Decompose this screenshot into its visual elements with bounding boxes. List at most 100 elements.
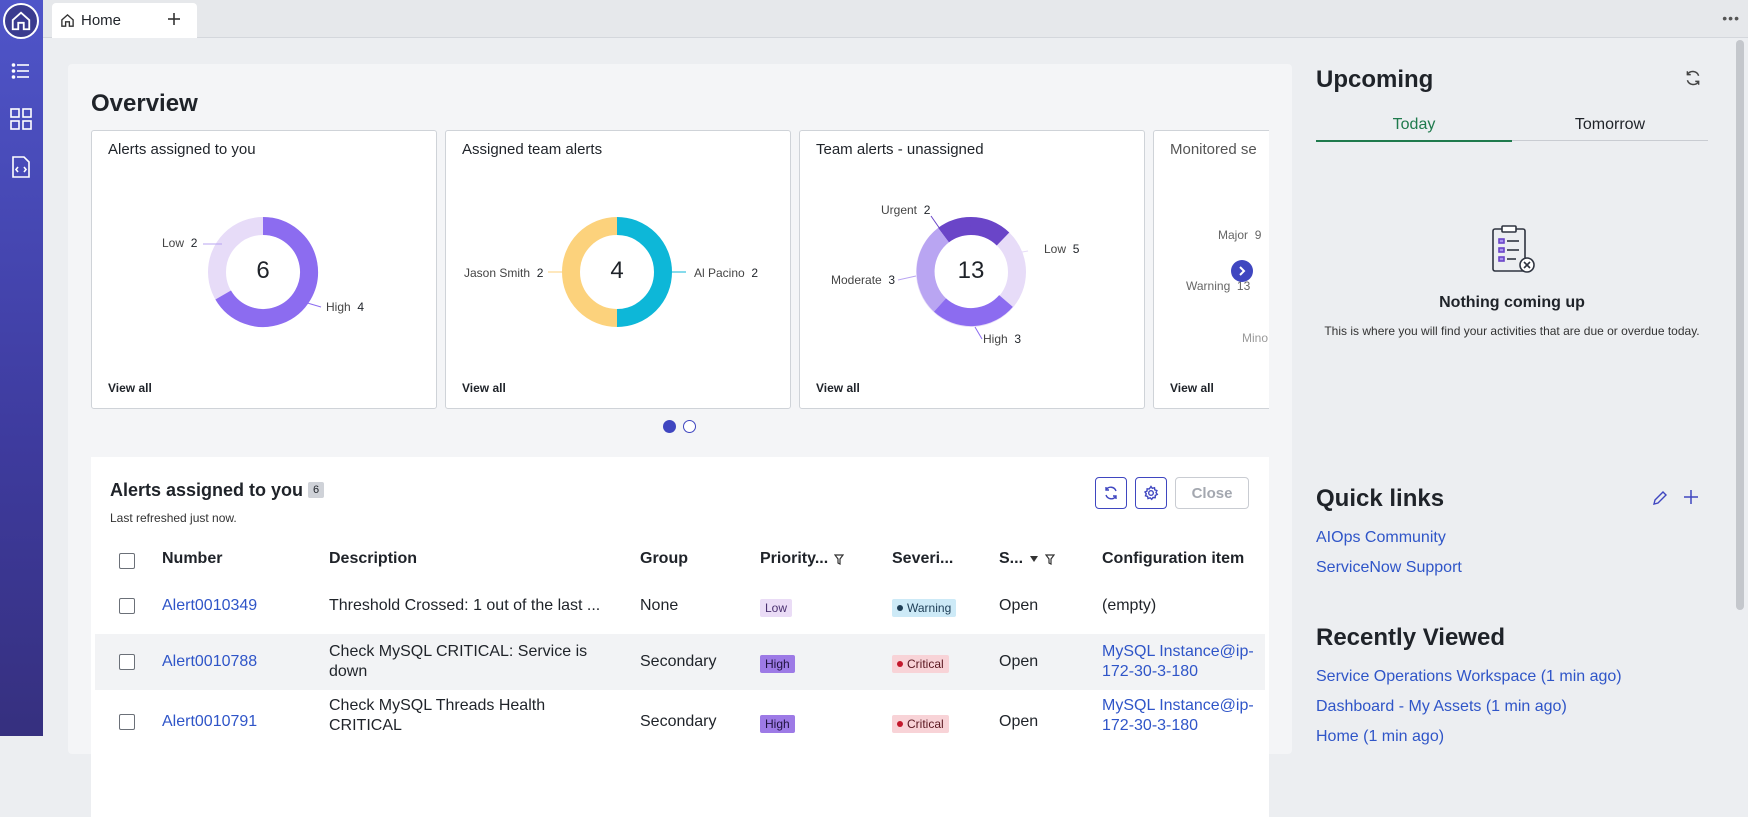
configuration-item: (empty) — [1102, 597, 1157, 614]
alert-description: Check MySQL CRITICAL: Service is down — [329, 643, 588, 680]
view-all-link[interactable]: View all — [462, 381, 506, 395]
quick-link-servicenow-support[interactable]: ServiceNow Support — [1316, 559, 1462, 576]
grid-icon[interactable] — [6, 104, 36, 134]
configuration-item-link[interactable]: MySQL Instance@ip-172-30-3-180 — [1102, 643, 1254, 680]
chevron-right-icon — [1239, 266, 1246, 276]
gear-icon — [1143, 485, 1159, 501]
priority-badge: High — [760, 655, 795, 673]
card-title: Team alerts - unassigned — [816, 141, 984, 158]
column-number[interactable]: Number — [162, 550, 223, 567]
label-major: Major 9 — [1218, 228, 1262, 242]
donut-total: 13 — [957, 257, 985, 284]
card-title: Monitored se — [1170, 141, 1257, 158]
alert-number-link[interactable]: Alert0010791 — [162, 713, 258, 730]
last-refreshed-text: Last refreshed just now. — [110, 511, 237, 525]
new-tab-button[interactable] — [163, 8, 185, 30]
card-assigned-team-alerts[interactable]: Assigned team alerts Jason Smith 2 Al Pa… — [445, 130, 791, 409]
label-low: Low 2 — [162, 236, 198, 250]
clipboard-icon — [1490, 224, 1538, 281]
label-low: Low 5 — [1044, 242, 1080, 256]
donut-total: 4 — [610, 257, 624, 284]
label-warning: Warning 13 — [1186, 279, 1251, 293]
select-all-checkbox[interactable] — [119, 553, 135, 569]
label-minor: Mino — [1242, 331, 1269, 345]
column-configuration-item[interactable]: Configuration item — [1102, 550, 1245, 567]
row-checkbox[interactable] — [119, 654, 135, 670]
configuration-item-link[interactable]: MySQL Instance@ip-172-30-3-180 — [1102, 697, 1254, 734]
card-monitored-services[interactable]: Monitored se Major 9 Warning 13 Mino Vie… — [1153, 130, 1269, 409]
alert-state: Open — [999, 653, 1039, 670]
more-options-icon[interactable]: ••• — [1722, 10, 1740, 26]
recently-viewed-title: Recently Viewed — [1316, 624, 1505, 651]
recent-item[interactable]: Home (1 min ago) — [1316, 728, 1445, 745]
segment-moderate — [916, 227, 950, 312]
table-row[interactable]: Alert0010791 Check MySQL Threads Health … — [95, 690, 1265, 800]
refresh-icon[interactable] — [1684, 69, 1702, 92]
column-severity[interactable]: Severi... — [892, 550, 954, 567]
alert-description: Threshold Crossed: 1 out of the last ... — [329, 597, 601, 614]
alert-number-link[interactable]: Alert0010349 — [162, 597, 258, 614]
priority-badge: Low — [760, 599, 793, 617]
left-sidebar — [0, 0, 43, 736]
home-icon[interactable] — [3, 3, 39, 39]
upcoming-title: Upcoming — [1316, 66, 1434, 93]
quick-link-aiops-community[interactable]: AIOps Community — [1316, 529, 1446, 546]
row-checkbox[interactable] — [119, 598, 135, 614]
donut-chart — [548, 217, 686, 327]
table-row[interactable]: Alert0010788 Check MySQL CRITICAL: Servi… — [95, 634, 1265, 690]
alert-number-link[interactable]: Alert0010788 — [162, 653, 258, 670]
view-all-link[interactable]: View all — [108, 381, 152, 395]
alert-state: Open — [999, 713, 1039, 730]
count-badge: 6 — [308, 482, 324, 498]
column-state[interactable]: S... — [999, 550, 1056, 568]
segment-high — [215, 217, 319, 327]
recent-item[interactable]: Dashboard - My Assets (1 min ago) — [1316, 698, 1567, 715]
table-row[interactable]: Alert0010349 Threshold Crossed: 1 out of… — [95, 578, 1265, 634]
label-al-pacino: Al Pacino 2 — [694, 266, 759, 280]
tab-home[interactable]: Home — [52, 3, 197, 38]
segment-al — [616, 217, 672, 327]
main-panel: Overview Alerts assigned to you Low 2 Hi… — [68, 64, 1292, 817]
settings-button[interactable] — [1135, 477, 1167, 509]
card-title: Alerts assigned to you — [108, 141, 256, 158]
view-all-link[interactable]: View all — [816, 381, 860, 395]
add-icon[interactable] — [1683, 489, 1699, 510]
filter-icon[interactable] — [1045, 553, 1056, 565]
card-monitored-services-clip: Monitored se Major 9 Warning 13 Mino Vie… — [1153, 130, 1269, 409]
carousel-dot-1[interactable] — [663, 420, 676, 433]
plus-icon — [168, 13, 180, 25]
alert-description: Check MySQL Threads Health CRITICAL — [329, 697, 546, 734]
view-all-link[interactable]: View all — [1170, 381, 1214, 395]
label-urgent: Urgent 2 — [881, 203, 931, 217]
card-team-alerts-unassigned[interactable]: Team alerts - unassigned Urgent 2 Modera… — [799, 130, 1145, 409]
card-alerts-assigned[interactable]: Alerts assigned to you Low 2 High 4 6 Vi… — [91, 130, 437, 409]
close-button[interactable]: Close — [1175, 477, 1249, 509]
alerts-table-panel: Alerts assigned to you 6 Last refreshed … — [91, 457, 1269, 817]
tab-today[interactable]: Today — [1316, 116, 1512, 142]
priority-badge: High — [760, 715, 795, 733]
alert-state: Open — [999, 597, 1039, 614]
refresh-icon — [1105, 486, 1117, 500]
filter-icon[interactable] — [834, 553, 845, 565]
refresh-button[interactable] — [1095, 477, 1127, 509]
table-title: Alerts assigned to you — [110, 480, 304, 500]
carousel-next-button[interactable] — [1231, 260, 1253, 282]
column-group[interactable]: Group — [640, 550, 688, 567]
list-icon[interactable] — [6, 56, 36, 86]
column-description[interactable]: Description — [329, 550, 418, 567]
label-high: High 3 — [983, 332, 1022, 346]
home-tab-icon — [61, 13, 74, 27]
row-checkbox[interactable] — [119, 714, 135, 730]
code-file-icon[interactable] — [6, 152, 36, 182]
column-priority[interactable]: Priority... — [760, 550, 845, 568]
tab-tomorrow[interactable]: Tomorrow — [1512, 116, 1708, 141]
severity-badge: Warning — [892, 599, 957, 617]
sort-down-icon[interactable] — [1029, 555, 1039, 563]
segment-jason — [562, 217, 618, 327]
carousel-dot-2[interactable] — [683, 420, 696, 433]
tab-home-label: Home — [81, 12, 122, 29]
recent-item[interactable]: Service Operations Workspace (1 min ago) — [1316, 668, 1622, 685]
edit-icon[interactable] — [1652, 490, 1668, 511]
right-panel: Upcoming Today Tomorrow Nothing coming u… — [1316, 64, 1728, 754]
page-scrollbar[interactable] — [1736, 40, 1744, 610]
